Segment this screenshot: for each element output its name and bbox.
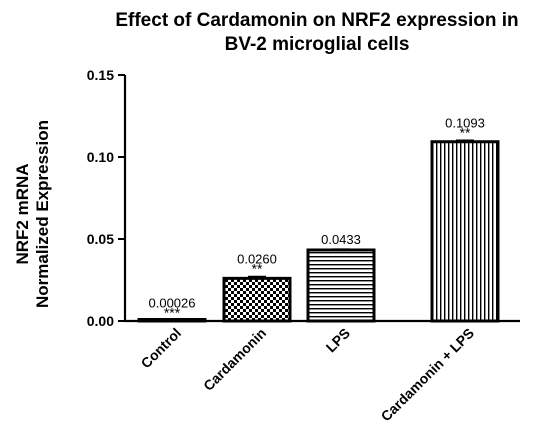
significance-marker: ** [252, 261, 263, 277]
chart-title-line-2: BV-2 microglial cells [225, 34, 410, 55]
y-axis-label-group: NRF2 mRNA Normalized Expression [13, 120, 52, 308]
category-labels-layer: Control Cardamonin LPS Cardamonin + LPS [138, 325, 478, 425]
y-axis-label-line-2: Normalized Expression [33, 120, 52, 308]
bar-value-label: 0.0260 [237, 252, 277, 267]
bar [222, 276, 292, 323]
bar [306, 248, 376, 323]
y-tick-label: 0.05 [87, 231, 114, 247]
y-tick-label: 0.15 [87, 67, 114, 83]
category-label: LPS [323, 325, 354, 356]
y-tick-label: 0.10 [87, 149, 114, 165]
significance-marker: ** [460, 124, 471, 140]
category-label: Control [138, 325, 185, 372]
bar-value-label: 0.00026 [149, 295, 196, 310]
bar [430, 140, 500, 323]
category-label: Cardamonin + LPS [378, 325, 478, 425]
y-tick-label: 0.00 [87, 313, 114, 329]
bar-value-label: 0.1093 [445, 115, 485, 130]
category-label: Cardamonin [200, 325, 269, 394]
y-ticks-layer: 0.00 0.05 0.10 0.15 [87, 67, 125, 329]
y-axis-label-line-1: NRF2 mRNA [13, 163, 32, 264]
significance-marker: *** [164, 304, 181, 320]
bar-value-label: 0.0433 [321, 232, 361, 247]
chart-title-line-1: Effect of Cardamonin on NRF2 expression … [115, 10, 518, 31]
